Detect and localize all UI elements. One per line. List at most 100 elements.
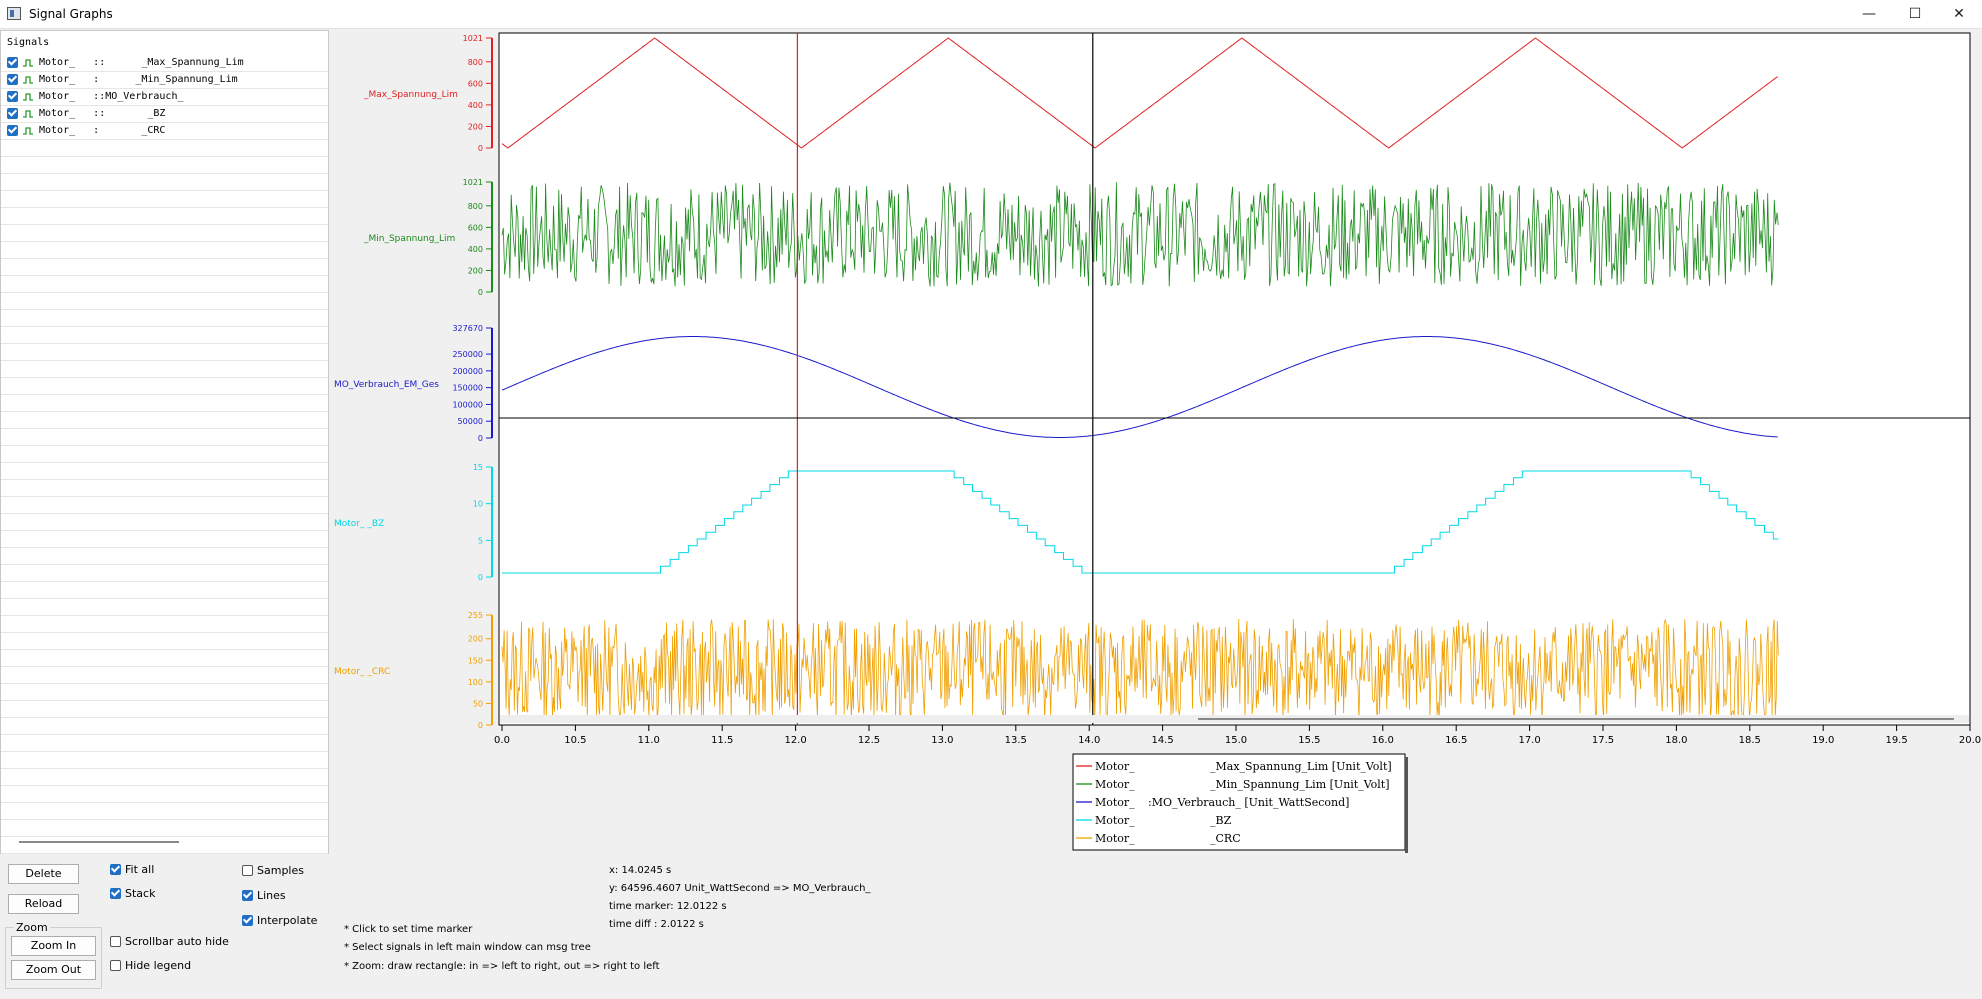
- y-tick-label: 200: [468, 635, 483, 644]
- plot-area[interactable]: _Max_Spannung_Lim 1021 800 600 400 200 0 _Min_S…: [330, 30, 1982, 854]
- horizontal-scrollbar[interactable]: [19, 841, 179, 843]
- x-tick-label: 13.5: [1005, 735, 1027, 746]
- reload-button[interactable]: Reload: [8, 894, 79, 914]
- list-row: [1, 293, 328, 310]
- list-row: [1, 429, 328, 446]
- help-text: * Zoom: draw rectangle: in => left to ri…: [344, 961, 660, 972]
- delete-button[interactable]: Delete: [8, 864, 79, 884]
- checkbox-checked-icon: [110, 864, 121, 875]
- y-tick-label: 10: [473, 500, 483, 509]
- x-tick-label: 18.5: [1739, 735, 1761, 746]
- checkbox-checked-icon[interactable]: [7, 108, 18, 119]
- maximize-button[interactable]: ☐: [1908, 6, 1922, 22]
- checkbox-checked-icon: [110, 888, 121, 899]
- list-row: [1, 480, 328, 497]
- x-tick-label: 15.5: [1298, 735, 1320, 746]
- x-tick-label: 11.0: [638, 735, 660, 746]
- list-row[interactable]: Motor_ ::MO_Verbrauch_: [1, 89, 328, 106]
- list-row: [1, 735, 328, 752]
- legend-item-label: _BZ: [1210, 814, 1232, 827]
- x-tick-label: 14.5: [1151, 735, 1173, 746]
- list-row: [1, 633, 328, 650]
- checkbox-checked-icon[interactable]: [7, 91, 18, 102]
- y-tick-label: 100: [468, 678, 483, 687]
- x-tick-label: 19.0: [1812, 735, 1834, 746]
- y-tick-label: 15: [473, 463, 483, 472]
- x-tick-label: 17.0: [1518, 735, 1540, 746]
- x-tick-label: 19.5: [1885, 735, 1907, 746]
- cursor-x-readout: x: 14.0245 s: [609, 865, 672, 876]
- signals-tree[interactable]: Signals Motor_ :: _Max_Spannung_Lim Motor…: [0, 30, 329, 854]
- legend-item-label: :MO_Verbrauch_ [Unit_WattSecond]: [1148, 796, 1349, 809]
- list-row[interactable]: Motor_ :: _Max_Spannung_Lim: [1, 55, 328, 72]
- y-tick-label: 200: [468, 266, 483, 275]
- list-row: [1, 242, 328, 259]
- list-row: [1, 327, 328, 344]
- list-row: [1, 701, 328, 718]
- legend-item-prefix: Motor_: [1095, 814, 1135, 827]
- list-row: [1, 786, 328, 803]
- list-row: [1, 497, 328, 514]
- panel-label: Motor_ _BZ: [334, 519, 384, 529]
- list-row: [1, 582, 328, 599]
- checkbox-unchecked-icon: [110, 936, 121, 947]
- list-row[interactable]: Motor_ : _CRC: [1, 123, 328, 140]
- x-tick-label: 11.5: [711, 735, 733, 746]
- list-row: [1, 684, 328, 701]
- legend-box: [1072, 753, 1406, 851]
- list-row: [1, 395, 328, 412]
- list-row: [1, 616, 328, 633]
- x-tick-label: 16.5: [1445, 735, 1467, 746]
- legend-shadow: [1405, 757, 1408, 853]
- zoom-in-button[interactable]: Zoom In: [11, 936, 96, 956]
- legend-item-prefix: Motor_: [1095, 778, 1135, 791]
- help-text: * Select signals in left main window can…: [344, 942, 591, 953]
- title-bar: Signal Graphs — ☐ ✕: [0, 0, 1982, 29]
- x-tick-label: 13.0: [931, 735, 953, 746]
- y-tick-label: 150000: [452, 384, 483, 393]
- signal-label: Motor_ ::MO_Verbrauch_: [39, 91, 220, 102]
- control-panel: Delete Reload Zoom Zoom In Zoom Out Fit …: [0, 856, 1982, 999]
- x-tick-label: 20.0: [1959, 735, 1981, 746]
- list-row: [1, 412, 328, 429]
- x-tick-label: 10.5: [564, 735, 586, 746]
- legend-item-label: _Max_Spannung_Lim [Unit_Volt]: [1210, 760, 1392, 773]
- checkbox-checked-icon[interactable]: [7, 57, 18, 68]
- list-row: [1, 718, 328, 735]
- panel-label: _Max_Spannung_Lim: [363, 90, 458, 100]
- y-tick-label: 0: [478, 144, 483, 153]
- zoom-out-button[interactable]: Zoom Out: [11, 960, 96, 980]
- y-tick-label: 200000: [452, 367, 483, 376]
- checkbox-checked-icon: [242, 915, 253, 926]
- signal-label: Motor_ :: _Max_Spannung_Lim: [39, 57, 244, 68]
- cursor-y-readout: y: 64596.4607 Unit_WattSecond => MO_Verb…: [609, 883, 871, 894]
- app-icon: [7, 7, 21, 20]
- close-button[interactable]: ✕: [1953, 6, 1965, 22]
- x-tick-label: 15.0: [1225, 735, 1247, 746]
- y-tick-label: 400: [468, 101, 483, 110]
- signals-header: Signals: [7, 37, 50, 48]
- time-marker-readout: time marker: 12.0122 s: [609, 901, 727, 912]
- list-row: [1, 157, 328, 174]
- x-tick-label: 17.5: [1592, 735, 1614, 746]
- list-row: [1, 565, 328, 582]
- list-row: [1, 140, 328, 157]
- legend-item-prefix: Motor_: [1095, 760, 1135, 773]
- y-tick-label: 250000: [452, 350, 483, 359]
- plot-scroll-thumb: [1198, 718, 1954, 720]
- y-tick-label: 200: [468, 122, 483, 131]
- signal-chart[interactable]: _Max_Spannung_Lim 1021 800 600 400 200 0 _Min_S…: [330, 30, 1982, 854]
- y-tick-label: 255: [468, 611, 483, 620]
- checkbox-checked-icon[interactable]: [7, 74, 18, 85]
- list-row[interactable]: Motor_ : _Min_Spannung_Lim: [1, 72, 328, 89]
- y-tick-label: 400: [468, 245, 483, 254]
- list-row: [1, 378, 328, 395]
- list-row: [1, 548, 328, 565]
- list-row[interactable]: Motor_ :: _BZ: [1, 106, 328, 123]
- minimize-button[interactable]: —: [1862, 6, 1876, 22]
- checkbox-checked-icon[interactable]: [7, 125, 18, 136]
- zoom-group: [5, 927, 102, 989]
- x-tick-label: 12.0: [784, 735, 806, 746]
- series-line-max-spannung: [501, 37, 1778, 149]
